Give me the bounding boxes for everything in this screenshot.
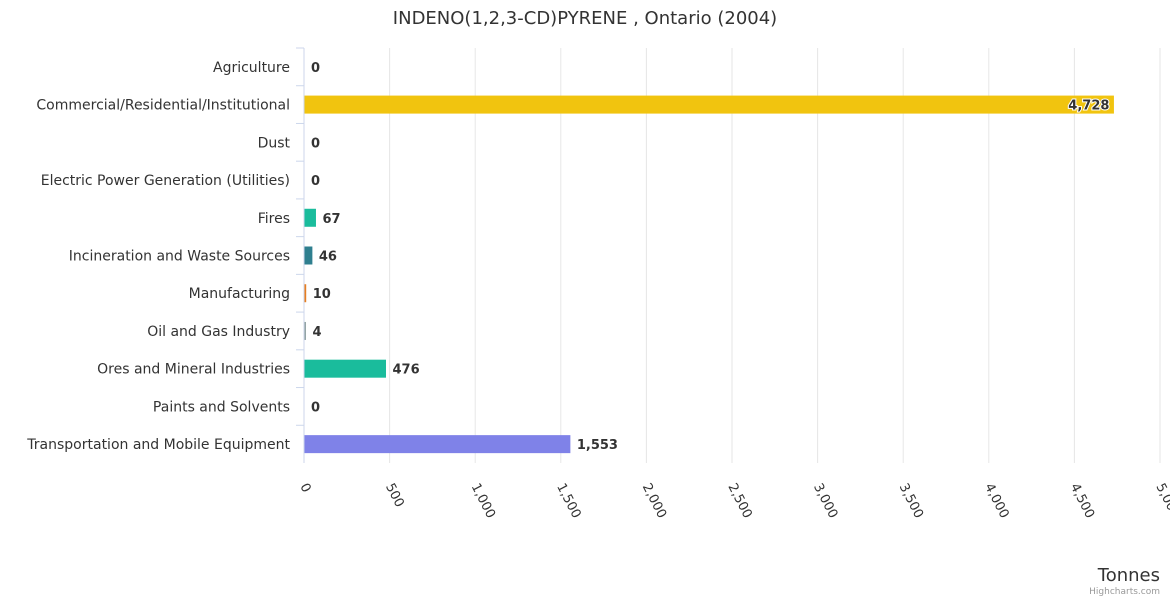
data-label: 67	[322, 212, 340, 227]
category-label: Incineration and Waste Sources	[69, 249, 290, 265]
x-tick-label: 5,000	[1152, 481, 1170, 521]
bars	[304, 95, 1114, 454]
chart-title: INDENO(1,2,3-CD)PYRENE , Ontario (2004)	[393, 8, 777, 29]
category-labels: Agriculture Commercial/Residential/Instit…	[26, 60, 290, 453]
category-label: Transportation and Mobile Equipment	[26, 437, 290, 453]
data-label: 10	[313, 287, 331, 302]
category-label: Manufacturing	[189, 286, 290, 302]
x-tick-label: 3,000	[810, 481, 840, 521]
bar[interactable]	[304, 246, 313, 265]
category-label: Oil and Gas Industry	[147, 324, 290, 340]
category-label: Dust	[258, 135, 291, 151]
data-label: 46	[319, 250, 337, 265]
x-axis-title: Tonnes	[1097, 565, 1160, 586]
data-label: 1,553	[577, 438, 618, 453]
data-label: 0	[311, 174, 320, 189]
bar[interactable]	[304, 435, 571, 454]
data-labels: 0 4,728 0 0 67 46 10 4 476 0 1,553	[311, 61, 1110, 453]
data-label: 4,728	[1068, 99, 1109, 114]
category-label: Commercial/Residential/Institutional	[36, 98, 290, 114]
bar[interactable]	[304, 321, 307, 340]
grid-lines	[296, 47, 1161, 463]
bar[interactable]	[304, 95, 1114, 114]
category-label: Ores and Mineral Industries	[97, 362, 290, 378]
data-label: 0	[311, 400, 320, 415]
category-label: Electric Power Generation (Utilities)	[41, 173, 290, 189]
x-tick-label: 4,000	[981, 481, 1011, 521]
x-tick-label: 2,000	[639, 481, 669, 521]
data-label: 0	[311, 136, 320, 151]
credits-link[interactable]: Highcharts.com	[1089, 587, 1160, 597]
bar[interactable]	[304, 284, 307, 303]
x-tick-label: 4,500	[1067, 481, 1097, 521]
data-label: 0	[311, 61, 320, 76]
category-label: Agriculture	[213, 60, 290, 76]
bar[interactable]	[304, 208, 316, 227]
x-tick-label: 0	[296, 481, 313, 495]
data-label: 476	[392, 363, 419, 378]
x-tick-label: 3,500	[896, 481, 926, 521]
data-label: 4	[313, 325, 322, 340]
x-tick-label: 500	[382, 481, 407, 510]
x-axis-tick-labels: 0 500 1,000 1,500 2,000 2,500 3,000 3,500 4,000 4…	[296, 481, 1170, 521]
bar[interactable]	[304, 359, 386, 378]
x-tick-label: 1,500	[553, 481, 583, 521]
category-label: Paints and Solvents	[153, 399, 290, 415]
x-tick-label: 1,000	[468, 481, 498, 521]
x-tick-label: 2,500	[724, 481, 754, 521]
category-label: Fires	[258, 211, 290, 227]
